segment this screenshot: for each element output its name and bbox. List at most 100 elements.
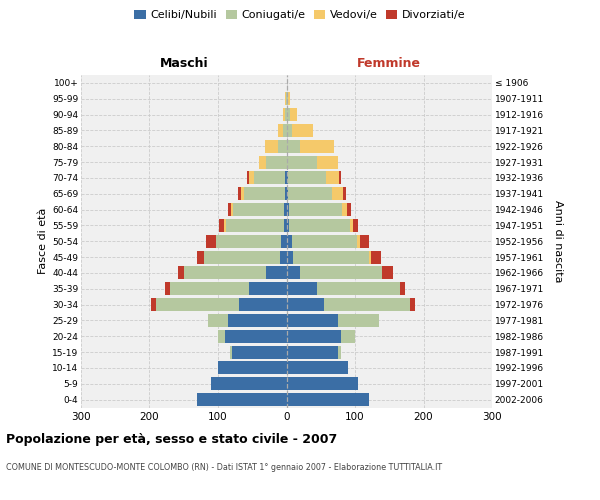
Bar bbox=[286, 92, 287, 105]
Bar bbox=[317, 156, 338, 168]
Bar bbox=[324, 298, 410, 311]
Bar bbox=[206, 235, 216, 248]
Y-axis label: Anni di nascita: Anni di nascita bbox=[553, 200, 563, 282]
Bar bbox=[317, 282, 400, 295]
Bar bbox=[410, 298, 415, 311]
Bar bbox=[342, 203, 347, 216]
Bar bbox=[287, 124, 292, 137]
Bar bbox=[287, 235, 292, 248]
Bar bbox=[281, 235, 287, 248]
Bar bbox=[347, 203, 351, 216]
Bar bbox=[285, 172, 287, 184]
Bar bbox=[225, 330, 287, 342]
Bar bbox=[350, 219, 353, 232]
Bar bbox=[266, 156, 287, 168]
Bar bbox=[285, 188, 287, 200]
Bar bbox=[293, 250, 369, 264]
Bar bbox=[218, 330, 225, 342]
Bar bbox=[289, 219, 350, 232]
Bar bbox=[218, 362, 287, 374]
Bar bbox=[292, 124, 313, 137]
Bar bbox=[357, 235, 361, 248]
Text: COMUNE DI MONTESCUDO-MONTE COLOMBO (RN) - Dati ISTAT 1° gennaio 2007 - Elaborazi: COMUNE DI MONTESCUDO-MONTE COLOMBO (RN) … bbox=[6, 462, 442, 471]
Bar bbox=[231, 203, 233, 216]
Bar bbox=[287, 298, 324, 311]
Bar bbox=[287, 282, 317, 295]
Bar bbox=[341, 330, 355, 342]
Bar bbox=[361, 235, 369, 248]
Text: Maschi: Maschi bbox=[160, 57, 208, 70]
Text: Femmine: Femmine bbox=[357, 57, 421, 70]
Bar bbox=[247, 172, 249, 184]
Text: Popolazione per età, sesso e stato civile - 2007: Popolazione per età, sesso e stato civil… bbox=[6, 432, 337, 446]
Bar bbox=[287, 330, 341, 342]
Bar bbox=[178, 266, 184, 280]
Bar bbox=[226, 219, 284, 232]
Bar bbox=[170, 282, 249, 295]
Bar bbox=[278, 140, 287, 152]
Legend: Celibi/Nubili, Coniugati/e, Vedovi/e, Divorziati/e: Celibi/Nubili, Coniugati/e, Vedovi/e, Di… bbox=[130, 6, 470, 25]
Bar bbox=[287, 108, 290, 121]
Bar bbox=[224, 219, 226, 232]
Bar bbox=[233, 203, 284, 216]
Bar bbox=[227, 203, 231, 216]
Bar bbox=[284, 203, 287, 216]
Bar bbox=[211, 378, 287, 390]
Bar bbox=[369, 250, 371, 264]
Bar bbox=[326, 172, 339, 184]
Bar bbox=[197, 393, 287, 406]
Bar bbox=[371, 250, 381, 264]
Bar bbox=[218, 219, 224, 232]
Bar bbox=[239, 298, 287, 311]
Bar bbox=[338, 346, 341, 358]
Bar bbox=[197, 250, 204, 264]
Bar bbox=[285, 108, 287, 121]
Bar bbox=[208, 314, 228, 327]
Bar bbox=[259, 156, 266, 168]
Bar bbox=[353, 219, 358, 232]
Bar bbox=[266, 266, 287, 280]
Bar bbox=[339, 172, 341, 184]
Bar bbox=[338, 314, 379, 327]
Bar bbox=[343, 188, 346, 200]
Bar bbox=[287, 140, 300, 152]
Bar bbox=[292, 235, 357, 248]
Bar bbox=[287, 172, 288, 184]
Bar bbox=[278, 124, 283, 137]
Bar bbox=[288, 188, 332, 200]
Bar bbox=[288, 92, 290, 105]
Bar bbox=[254, 172, 285, 184]
Bar bbox=[287, 393, 369, 406]
Bar bbox=[241, 188, 244, 200]
Bar bbox=[280, 250, 287, 264]
Bar bbox=[157, 298, 239, 311]
Bar bbox=[284, 219, 287, 232]
Bar bbox=[204, 250, 280, 264]
Bar bbox=[287, 219, 289, 232]
Bar bbox=[265, 140, 278, 152]
Bar bbox=[287, 188, 288, 200]
Bar bbox=[287, 378, 358, 390]
Y-axis label: Fasce di età: Fasce di età bbox=[38, 208, 48, 274]
Bar bbox=[228, 314, 287, 327]
Bar bbox=[283, 108, 285, 121]
Bar bbox=[283, 124, 287, 137]
Bar bbox=[400, 282, 405, 295]
Bar bbox=[164, 282, 170, 295]
Bar bbox=[287, 362, 348, 374]
Bar bbox=[287, 92, 288, 105]
Bar bbox=[249, 282, 287, 295]
Bar bbox=[249, 172, 254, 184]
Bar bbox=[244, 188, 285, 200]
Bar bbox=[285, 92, 286, 105]
Bar bbox=[287, 250, 293, 264]
Bar bbox=[184, 266, 266, 280]
Bar bbox=[332, 188, 343, 200]
Bar bbox=[300, 140, 334, 152]
Bar bbox=[287, 266, 300, 280]
Bar bbox=[216, 235, 281, 248]
Bar bbox=[287, 203, 289, 216]
Bar bbox=[382, 266, 392, 280]
Bar bbox=[290, 108, 297, 121]
Bar bbox=[287, 346, 338, 358]
